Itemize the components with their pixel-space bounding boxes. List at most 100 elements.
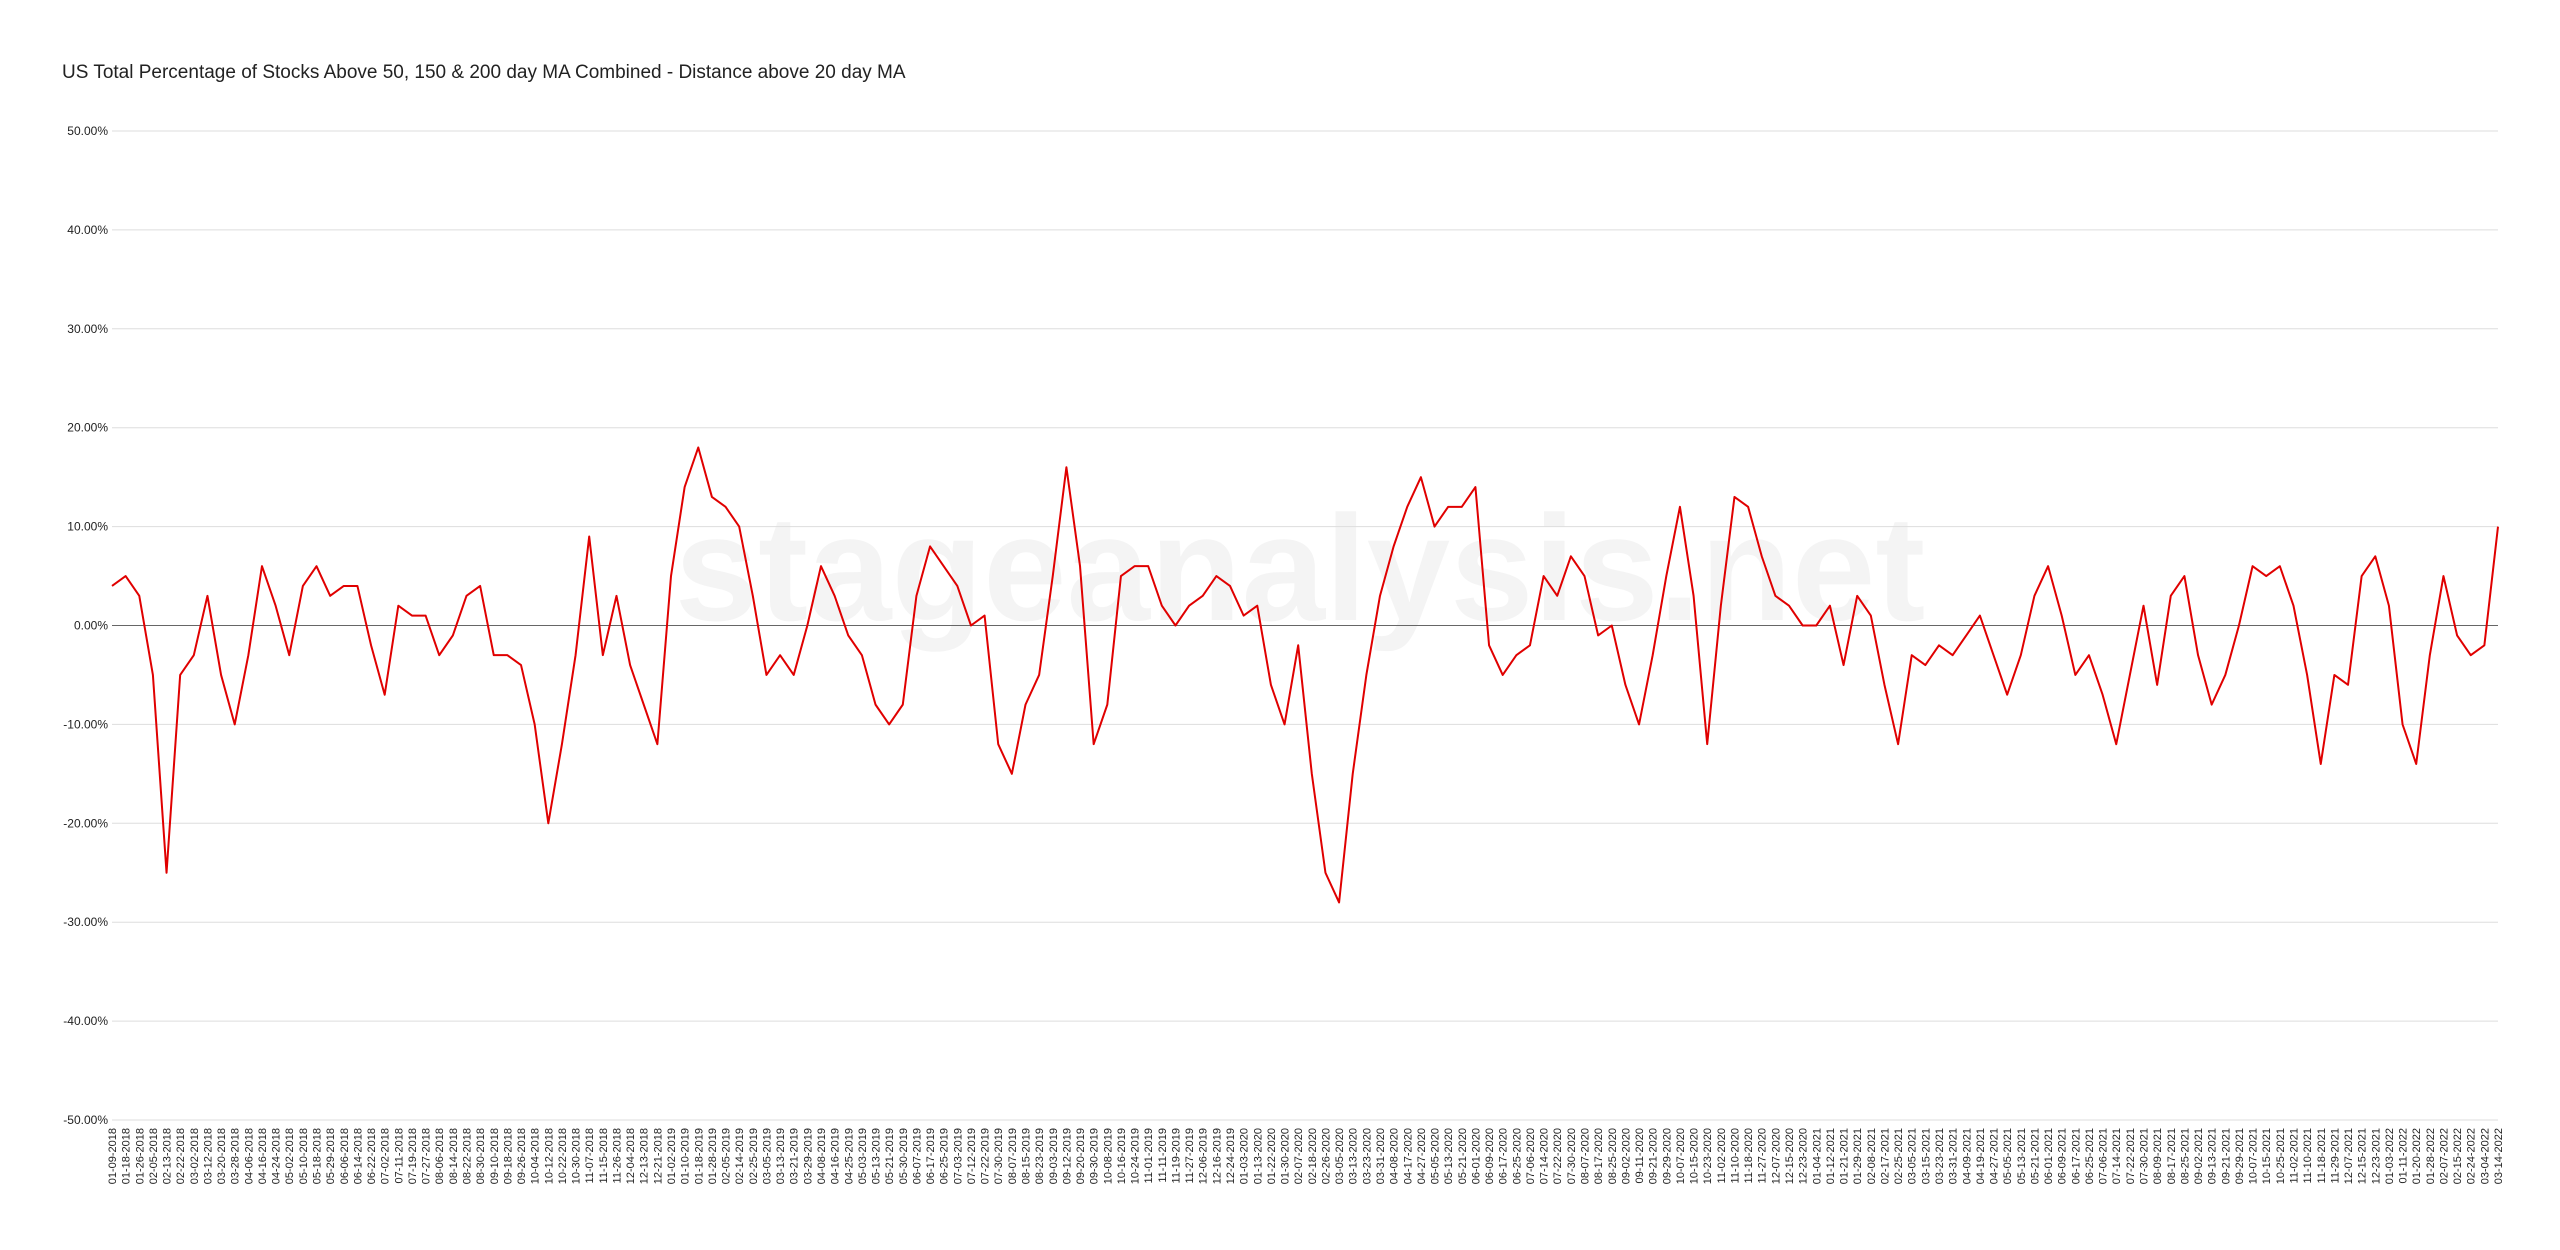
x-tick-label: 05-03-2019 <box>857 1128 869 1184</box>
y-tick-label: 50.00% <box>67 124 108 138</box>
x-tick-label: 09-13-2021 <box>2207 1128 2219 1184</box>
x-tick-label: 01-28-2022 <box>2425 1128 2437 1184</box>
x-tick-label: 04-25-2019 <box>843 1128 855 1184</box>
x-tick-label: 02-07-2022 <box>2438 1128 2450 1184</box>
x-tick-label: 12-23-2020 <box>1798 1128 1810 1184</box>
x-tick-label: 11-18-2021 <box>2316 1128 2328 1183</box>
data-line <box>111 446 2499 904</box>
x-tick-label: 07-12-2019 <box>966 1128 978 1184</box>
x-tick-label: 05-05-2021 <box>2002 1128 2014 1184</box>
x-tick-label: 04-16-2018 <box>257 1128 269 1184</box>
x-tick-label: 02-17-2021 <box>1879 1128 1891 1184</box>
x-tick-label: 11-15-2018 <box>598 1128 610 1183</box>
x-tick-label: 01-10-2019 <box>680 1128 692 1184</box>
x-tick-label: 03-13-2019 <box>775 1128 787 1184</box>
x-tick-label: 02-26-2020 <box>1320 1128 1332 1184</box>
x-tick-label: 12-16-2019 <box>1211 1128 1223 1184</box>
x-tick-label: 10-07-2020 <box>1675 1128 1687 1184</box>
x-tick-label: 11-11-2019 <box>1157 1128 1169 1183</box>
x-tick-label: 01-02-2019 <box>666 1128 678 1184</box>
x-tick-label: 01-26-2018 <box>134 1128 146 1184</box>
x-tick-label: 03-29-2019 <box>802 1128 814 1184</box>
x-tick-label: 05-29-2018 <box>325 1128 337 1184</box>
y-tick-label: -30.00% <box>63 915 108 929</box>
x-tick-label: 09-18-2018 <box>502 1128 514 1184</box>
x-tick-label: 05-18-2018 <box>312 1128 324 1184</box>
x-tick-label: 11-29-2021 <box>2329 1128 2341 1183</box>
x-tick-label: 09-29-2020 <box>1661 1128 1673 1184</box>
x-tick-label: 08-22-2018 <box>461 1128 473 1184</box>
x-tick-label: 11-27-2020 <box>1757 1128 1769 1183</box>
x-tick-label: 03-14-2022 <box>2493 1128 2505 1184</box>
x-tick-label: 02-15-2022 <box>2452 1128 2464 1184</box>
x-tick-label: 12-15-2020 <box>1784 1128 1796 1184</box>
x-tick-label: 11-27-2019 <box>1184 1128 1196 1183</box>
x-tick-label: 11-02-2020 <box>1716 1128 1728 1183</box>
x-tick-label: 12-07-2020 <box>1770 1128 1782 1184</box>
x-tick-label: 01-04-2021 <box>1811 1128 1823 1184</box>
x-tick-label: 01-13-2020 <box>1252 1128 1264 1184</box>
x-tick-label: 04-06-2018 <box>243 1128 255 1184</box>
x-tick-label: 09-02-2020 <box>1620 1128 1632 1184</box>
x-tick-label: 07-14-2020 <box>1539 1128 1551 1184</box>
y-tick-label: -50.00% <box>63 1113 108 1127</box>
x-tick-label: 04-27-2020 <box>1416 1128 1428 1184</box>
x-tick-label: 02-14-2019 <box>734 1128 746 1184</box>
x-tick-label: 09-10-2018 <box>489 1128 501 1184</box>
x-tick-label: 04-19-2021 <box>1975 1128 1987 1184</box>
x-tick-label: 11-07-2018 <box>584 1128 596 1183</box>
x-tick-label: 09-26-2018 <box>516 1128 528 1184</box>
x-tick-label: 12-23-2021 <box>2370 1128 2382 1184</box>
x-tick-label: 08-25-2021 <box>2179 1128 2191 1184</box>
x-tick-label: 07-11-2018 <box>393 1128 405 1183</box>
x-tick-label: 10-15-2021 <box>2261 1128 2273 1184</box>
x-tick-label: 06-25-2020 <box>1511 1128 1523 1184</box>
x-tick-label: 08-15-2019 <box>1020 1128 1032 1184</box>
x-tick-label: 02-24-2022 <box>2466 1128 2478 1184</box>
x-tick-label: 03-02-2018 <box>189 1128 201 1184</box>
x-tick-label: 11-10-2020 <box>1729 1128 1741 1183</box>
x-tick-label: 03-04-2022 <box>2479 1128 2491 1184</box>
x-tick-label: 10-24-2019 <box>1130 1128 1142 1184</box>
x-tick-label: 10-25-2021 <box>2275 1128 2287 1184</box>
x-tick-label: 03-21-2019 <box>789 1128 801 1184</box>
y-tick-label: -40.00% <box>63 1014 108 1028</box>
x-tick-label: 01-03-2020 <box>1239 1128 1251 1184</box>
x-tick-label: 07-03-2019 <box>952 1128 964 1184</box>
x-tick-label: 04-09-2021 <box>1961 1128 1973 1184</box>
x-tick-label: 12-07-2021 <box>2343 1128 2355 1184</box>
x-tick-label: 03-23-2020 <box>1361 1128 1373 1184</box>
x-tick-label: 12-21-2018 <box>652 1128 664 1184</box>
x-tick-label: 07-14-2021 <box>2111 1128 2123 1184</box>
x-tick-label: 10-30-2018 <box>571 1128 583 1184</box>
x-tick-label: 09-11-2020 <box>1634 1128 1646 1183</box>
x-tick-label: 01-11-2022 <box>2398 1128 2410 1183</box>
x-tick-label: 05-10-2018 <box>298 1128 310 1184</box>
x-tick-label: 04-16-2019 <box>830 1128 842 1184</box>
x-tick-label: 12-13-2018 <box>639 1128 651 1184</box>
x-tick-label: 10-15-2020 <box>1689 1128 1701 1184</box>
x-tick-label: 10-08-2019 <box>1102 1128 1114 1184</box>
x-tick-label: 06-09-2021 <box>2057 1128 2069 1184</box>
x-tick-label: 03-15-2021 <box>1920 1128 1932 1184</box>
x-tick-label: 02-05-2018 <box>148 1128 160 1184</box>
x-tick-label: 06-25-2019 <box>939 1128 951 1184</box>
x-tick-label: 10-16-2019 <box>1116 1128 1128 1184</box>
x-tick-label: 10-22-2018 <box>557 1128 569 1184</box>
x-tick-label: 03-31-2020 <box>1375 1128 1387 1184</box>
x-tick-label: 05-30-2019 <box>898 1128 910 1184</box>
x-tick-label: 03-12-2018 <box>202 1128 214 1184</box>
x-tick-label: 11-26-2018 <box>611 1128 623 1183</box>
x-tick-label: 08-23-2019 <box>1034 1128 1046 1184</box>
x-tick-label: 06-01-2020 <box>1470 1128 1482 1184</box>
x-tick-label: 02-22-2018 <box>175 1128 187 1184</box>
x-tick-label: 06-22-2018 <box>366 1128 378 1184</box>
x-tick-label: 07-22-2021 <box>2125 1128 2137 1184</box>
y-tick-label: 10.00% <box>67 520 108 534</box>
x-tick-label: 06-01-2021 <box>2043 1128 2055 1184</box>
x-tick-label: 02-13-2018 <box>162 1128 174 1184</box>
x-tick-label: 08-09-2021 <box>2152 1128 2164 1184</box>
x-tick-label: 01-21-2021 <box>1839 1128 1851 1184</box>
x-tick-label: 02-25-2021 <box>1893 1128 1905 1184</box>
x-tick-label: 02-18-2020 <box>1307 1128 1319 1184</box>
